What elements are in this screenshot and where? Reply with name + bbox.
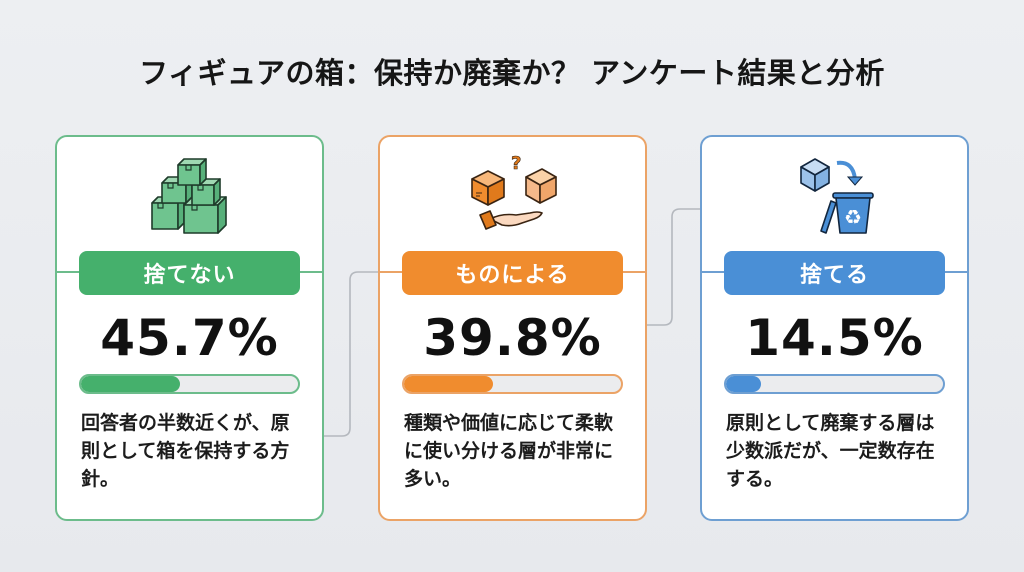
svg-text:?: ? xyxy=(511,155,521,174)
hand-boxes-question-icon: ? xyxy=(380,147,645,243)
description-text: 種類や価値に応じて柔軟に使い分ける層が非常に多い。 xyxy=(404,412,614,490)
progress-bar-fill xyxy=(726,376,761,392)
progress-bar xyxy=(79,374,300,394)
progress-bar-fill xyxy=(404,376,493,392)
connector-line-2 xyxy=(646,208,702,326)
description-text: 原則として廃棄する層は少数派だが、一定数存在する。 xyxy=(726,412,935,490)
stacked-boxes-icon xyxy=(57,147,322,243)
connector-line-1 xyxy=(324,271,380,437)
progress-bar xyxy=(724,374,945,394)
percentage-value: 39.8% xyxy=(423,309,602,367)
description-text: 回答者の半数近くが、原則として箱を保持する方針。 xyxy=(81,412,290,490)
category-label: 捨てる xyxy=(724,251,945,295)
progress-bar xyxy=(402,374,623,394)
recycle-bin-icon: ♻ xyxy=(702,147,967,243)
category-label: ものによる xyxy=(402,251,623,295)
card-depends: ? ものによる 39.8% 種類や価値に応じて柔軟に使い分ける層が非常に多い。 xyxy=(378,135,647,521)
page-title: フィギュアの箱：保持か廃棄か？ アンケート結果と分析 xyxy=(139,56,885,90)
card-keep: 捨てない 45.7% 回答者の半数近くが、原則として箱を保持する方針。 xyxy=(55,135,324,521)
category-label: 捨てない xyxy=(79,251,300,295)
svg-text:♻: ♻ xyxy=(844,205,862,229)
percentage-value: 14.5% xyxy=(745,309,924,367)
percentage-value: 45.7% xyxy=(100,309,279,367)
card-discard: ♻ 捨てる 14.5% 原則として廃棄する層は少数派だが、一定数存在する。 xyxy=(700,135,969,521)
progress-bar-fill xyxy=(81,376,181,392)
